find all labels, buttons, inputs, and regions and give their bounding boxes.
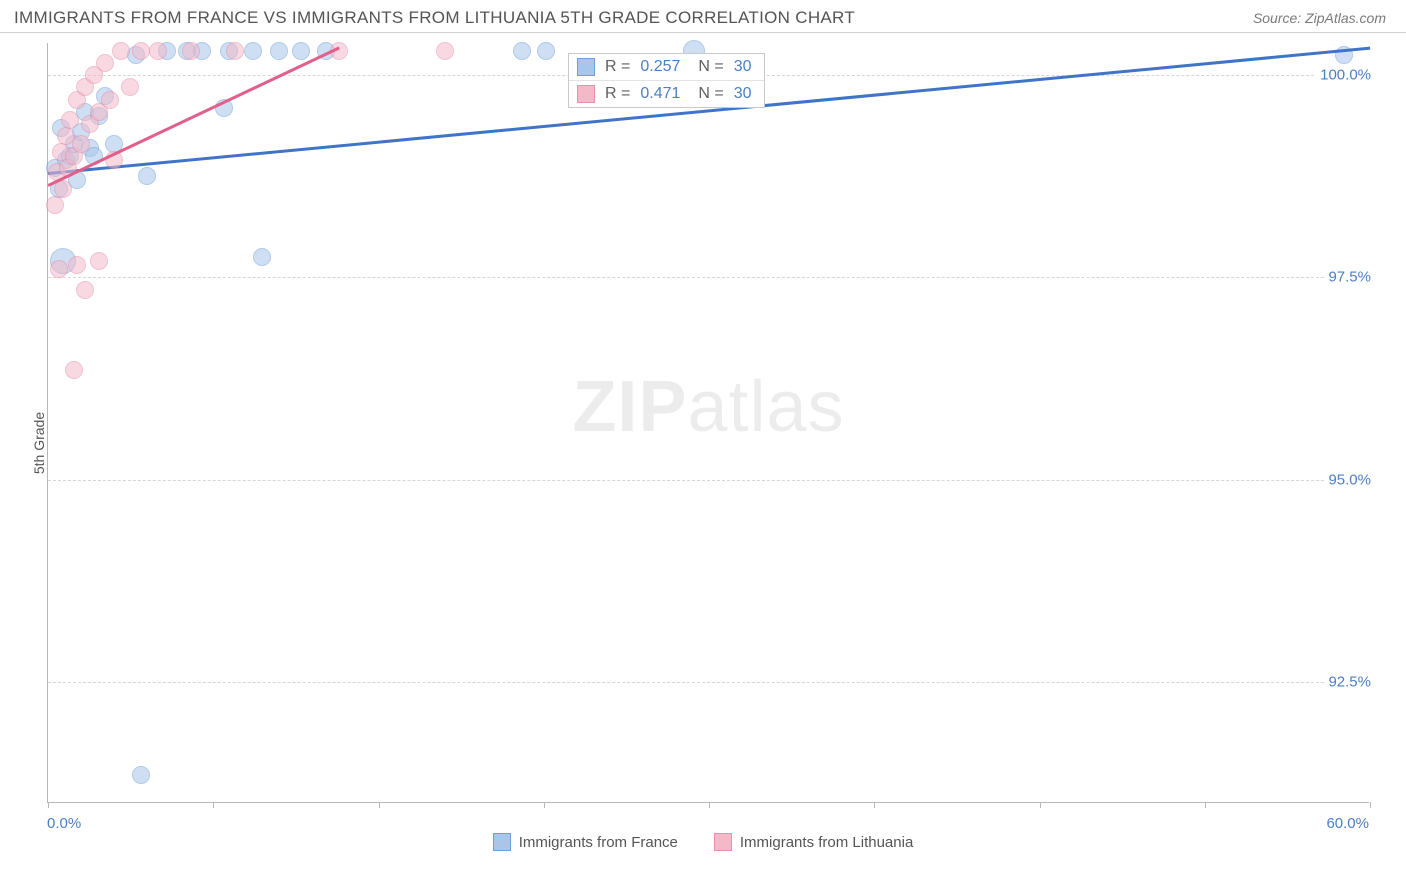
chart-header: IMMIGRANTS FROM FRANCE VS IMMIGRANTS FRO… (0, 0, 1406, 33)
scatter-point-lithuania (72, 135, 90, 153)
scatter-point-lithuania (61, 111, 79, 129)
r-label: R = (605, 85, 630, 103)
legend-swatch-icon (493, 833, 511, 851)
y-tick-label: 97.5% (1324, 269, 1371, 286)
scatter-point-lithuania (50, 260, 68, 278)
x-axis-min-label: 0.0% (47, 815, 81, 832)
x-tick (544, 802, 545, 808)
legend-label: Immigrants from France (519, 834, 678, 851)
y-tick-label: 95.0% (1324, 471, 1371, 488)
chart-title: IMMIGRANTS FROM FRANCE VS IMMIGRANTS FRO… (14, 8, 855, 28)
n-value: 30 (734, 85, 752, 103)
scatter-point-france (138, 167, 156, 185)
chart-area: 5th Grade ZIPatlas 100.0% 97.5% 95.0% 92.5%… (0, 33, 1406, 853)
source-attribution: Source: ZipAtlas.com (1253, 10, 1386, 26)
y-tick-label: 100.0% (1316, 67, 1371, 84)
legend-swatch-icon (714, 833, 732, 851)
x-tick (48, 802, 49, 808)
n-label: N = (698, 85, 723, 103)
scatter-point-lithuania (132, 42, 150, 60)
scatter-point-lithuania (101, 91, 119, 109)
y-axis-label: 5th Grade (31, 412, 47, 474)
scatter-point-france (513, 42, 531, 60)
r-value: 0.471 (640, 85, 680, 103)
source-prefix: Source: (1253, 10, 1305, 26)
scatter-point-france (253, 248, 271, 266)
scatter-point-france (270, 42, 288, 60)
scatter-point-france (132, 766, 150, 784)
scatter-point-lithuania (76, 281, 94, 299)
watermark-rest: atlas (687, 367, 844, 447)
watermark: ZIPatlas (572, 366, 844, 448)
correlation-legend: R = 0.257 N = 30 R = 0.471 N = 30 (568, 53, 765, 108)
x-tick (1205, 802, 1206, 808)
r-value: 0.257 (640, 58, 680, 76)
legend-item-france: Immigrants from France (493, 833, 678, 851)
x-tick (874, 802, 875, 808)
scatter-point-france (292, 42, 310, 60)
x-tick (379, 802, 380, 808)
x-tick (1370, 802, 1371, 808)
plot-region: ZIPatlas 100.0% 97.5% 95.0% 92.5% R = 0.257 N … (47, 43, 1369, 803)
legend-label: Immigrants from Lithuania (740, 834, 913, 851)
watermark-bold: ZIP (572, 367, 687, 447)
scatter-point-lithuania (46, 196, 64, 214)
x-tick (213, 802, 214, 808)
source-name: ZipAtlas.com (1305, 10, 1386, 26)
x-tick (1040, 802, 1041, 808)
scatter-point-lithuania (121, 78, 139, 96)
scatter-point-lithuania (112, 42, 130, 60)
x-tick (709, 802, 710, 808)
scatter-point-lithuania (436, 42, 454, 60)
r-label: R = (605, 58, 630, 76)
scatter-point-lithuania (96, 54, 114, 72)
n-value: 30 (734, 58, 752, 76)
gridline (48, 682, 1369, 683)
scatter-point-lithuania (182, 42, 200, 60)
legend-swatch-icon (577, 85, 595, 103)
n-label: N = (698, 58, 723, 76)
scatter-point-lithuania (68, 256, 86, 274)
legend-item-lithuania: Immigrants from Lithuania (714, 833, 913, 851)
bottom-legend: Immigrants from France Immigrants from L… (0, 833, 1406, 851)
scatter-point-lithuania (226, 42, 244, 60)
correlation-row-lithuania: R = 0.471 N = 30 (569, 80, 764, 107)
scatter-point-france (244, 42, 262, 60)
gridline (48, 480, 1369, 481)
gridline (48, 277, 1369, 278)
scatter-point-lithuania (90, 252, 108, 270)
scatter-point-france (537, 42, 555, 60)
correlation-row-france: R = 0.257 N = 30 (569, 54, 764, 80)
legend-swatch-icon (577, 58, 595, 76)
y-tick-label: 92.5% (1324, 673, 1371, 690)
scatter-point-lithuania (65, 361, 83, 379)
scatter-point-lithuania (149, 42, 167, 60)
x-axis-max-label: 60.0% (1326, 815, 1369, 832)
